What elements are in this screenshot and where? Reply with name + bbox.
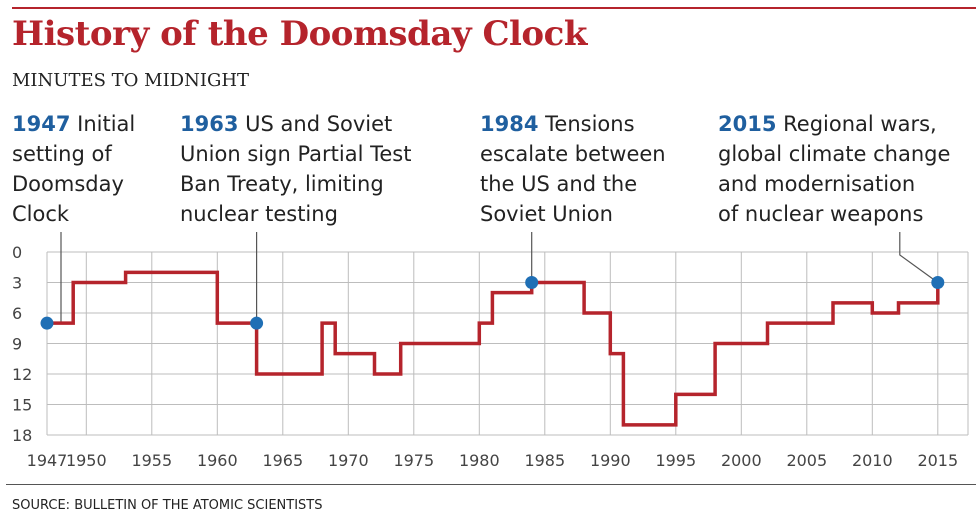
y-tick-label: 15 [12, 396, 32, 415]
x-tick-label: 1960 [197, 451, 238, 470]
annotation-text: Initial [77, 112, 136, 136]
x-tick-label: 2005 [786, 451, 827, 470]
annotation-text: Soviet Union [480, 202, 613, 226]
annotation-text: and modernisation [718, 172, 916, 196]
x-tick-label: 1950 [66, 451, 107, 470]
annotation-text: the US and the [480, 172, 638, 196]
event-marker-dot [931, 276, 945, 289]
chart-subtitle: MINUTES TO MIDNIGHT [12, 70, 250, 91]
annotation-year: 2015 [718, 112, 777, 136]
chart-title: History of the Doomsday Clock [12, 14, 587, 54]
annotation-year: 1984 [480, 112, 539, 136]
x-tick-label: 1995 [655, 451, 696, 470]
x-tick-label: 1990 [590, 451, 631, 470]
annotation-text: setting of [12, 142, 112, 166]
annotation-text: Union sign Partial Test [180, 142, 412, 166]
annotation-1963: 1963 US and Soviet Union sign Partial Te… [180, 109, 411, 229]
annotation-year: 1963 [180, 112, 239, 136]
y-axis-ticks: 0 3 6 9 12 15 18 [12, 243, 32, 445]
y-tick-label: 3 [12, 274, 22, 293]
grid-lines [46, 251, 969, 436]
event-marker-dot [525, 276, 539, 289]
x-tick-label: 1970 [328, 451, 369, 470]
annotation-text: Ban Treaty, limiting [180, 172, 384, 196]
y-tick-label: 18 [12, 426, 32, 445]
source-note: SOURCE: BULLETIN OF THE ATOMIC SCIENTIST… [12, 498, 323, 513]
annotation-1947: 1947 Initial setting of Doomsday Clock [12, 109, 135, 229]
annotation-text: global climate change [718, 142, 951, 166]
x-tick-label: 2000 [721, 451, 762, 470]
footer-rule [6, 484, 976, 485]
annotation-year: 1947 [12, 112, 71, 136]
y-tick-label: 12 [12, 365, 32, 384]
y-tick-label: 0 [12, 243, 22, 262]
x-tick-label: 1975 [393, 451, 434, 470]
annotation-leader-line [899, 232, 939, 283]
event-marker-dot [250, 316, 264, 330]
top-rule [12, 7, 976, 9]
annotation-1984: 1984 Tensions escalate between the US an… [480, 109, 666, 229]
x-tick-label: 2015 [917, 451, 958, 470]
event-markers [40, 276, 945, 330]
x-tick-label: 1947 [27, 451, 68, 470]
annotation-text: nuclear testing [180, 202, 338, 226]
x-tick-label: 1980 [459, 451, 500, 470]
annotation-text: of nuclear weapons [718, 202, 924, 226]
annotation-text: escalate between [480, 142, 666, 166]
annotation-text: Clock [12, 202, 70, 226]
annotation-text: US and Soviet [245, 112, 393, 136]
annotation-text: Regional wars, [783, 112, 937, 136]
y-tick-label: 9 [12, 335, 22, 354]
annotation-2015: 2015 Regional wars, global climate chang… [718, 109, 950, 229]
annotation-text: Doomsday [12, 172, 124, 196]
x-tick-label: 2010 [852, 451, 893, 470]
x-tick-label: 1965 [262, 451, 303, 470]
x-tick-label: 1955 [131, 451, 172, 470]
minutes-step-line [47, 270, 940, 427]
x-tick-label: 1985 [524, 451, 565, 470]
annotation-text: Tensions [545, 112, 635, 136]
y-tick-label: 6 [12, 304, 22, 323]
event-marker-dot [40, 316, 54, 330]
